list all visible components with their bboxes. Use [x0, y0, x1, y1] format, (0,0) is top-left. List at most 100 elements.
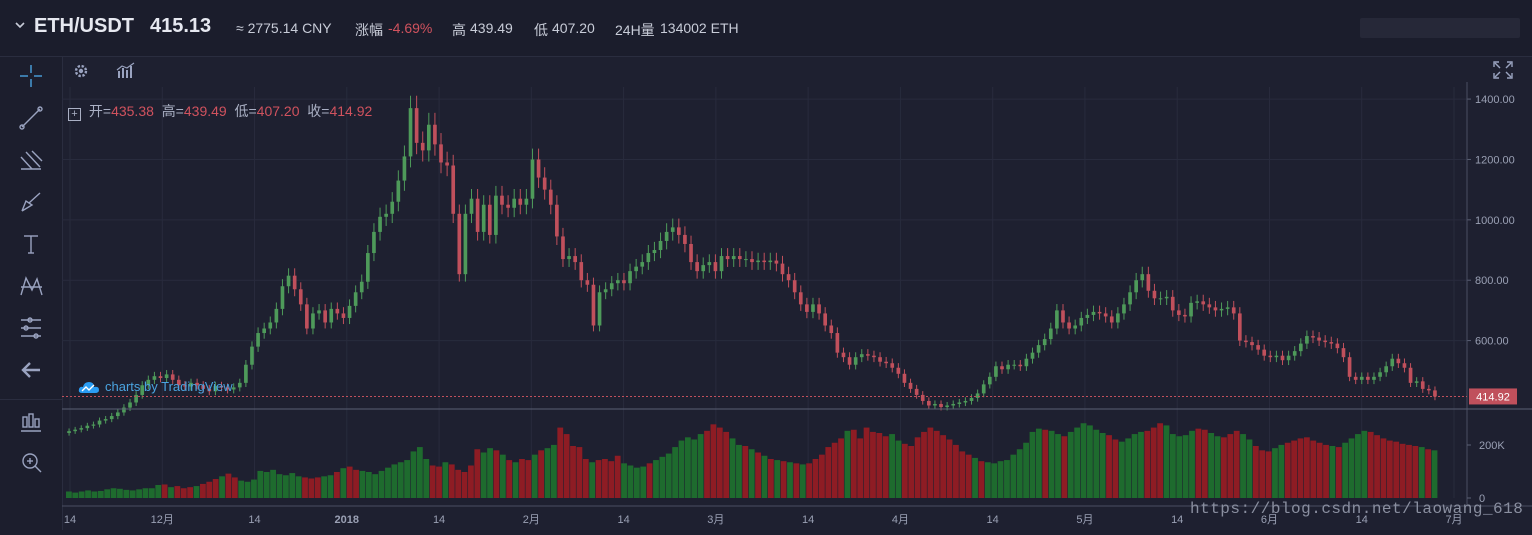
- volume-bar: [1329, 445, 1336, 498]
- volume-bar: [1355, 434, 1361, 498]
- high-value: 439.49: [470, 20, 513, 36]
- candle-body: [176, 379, 181, 386]
- volume-bar: [723, 431, 730, 498]
- candle-body: [1305, 336, 1309, 344]
- candle-body: [140, 385, 145, 395]
- brush-icon: [21, 192, 41, 212]
- candle-body: [1128, 292, 1132, 305]
- fullscreen-icon[interactable]: [1492, 60, 1514, 80]
- volume-bar: [340, 468, 347, 498]
- candle-body: [384, 213, 388, 217]
- candle-body: [329, 308, 334, 323]
- candle-body: [219, 385, 224, 388]
- candle-body: [981, 384, 986, 394]
- candle-body: [933, 403, 937, 406]
- ticker-header: ETH/USDT 415.13 ≈ 2775.14 CNY 涨幅 -4.69% …: [0, 0, 1532, 57]
- text-tool[interactable]: [14, 229, 48, 259]
- brush-tool[interactable]: [14, 187, 48, 217]
- candle-body: [158, 376, 163, 379]
- candle-body: [884, 361, 888, 364]
- candle-body: [1341, 348, 1346, 358]
- candle-body: [561, 236, 565, 260]
- drawing-toolbar: [0, 57, 63, 530]
- volume-bar: [544, 448, 551, 498]
- candle-body: [250, 346, 254, 365]
- candle-body: [780, 263, 785, 275]
- crosshair-icon: [20, 65, 42, 87]
- x-tick-label: 14: [987, 514, 999, 526]
- indicators-icon[interactable]: [116, 62, 136, 80]
- volume-bar: [589, 462, 596, 498]
- volume-bar: [1118, 441, 1125, 498]
- volume-bar: [933, 430, 940, 498]
- volume-bar: [148, 488, 155, 498]
- last-price-label: 414.92: [1476, 391, 1510, 403]
- candle-body: [359, 281, 364, 293]
- candle-body: [128, 402, 132, 408]
- low-value: 407.20: [256, 103, 300, 119]
- volume-bar: [410, 451, 417, 498]
- volume-bar: [251, 479, 257, 498]
- pitchfork-tool[interactable]: [14, 145, 48, 175]
- candle-body: [195, 382, 199, 386]
- volume-bar: [831, 442, 838, 498]
- candle-body: [244, 364, 248, 383]
- candle-body: [1042, 339, 1047, 346]
- volume-bar: [487, 448, 493, 498]
- volume-bar: [1093, 429, 1100, 498]
- candle-body: [1183, 314, 1187, 317]
- volume-bar: [1125, 438, 1132, 498]
- volume-bar: [1055, 434, 1061, 498]
- pattern-tool[interactable]: [14, 271, 48, 301]
- volume-bar: [104, 489, 111, 498]
- chart-area[interactable]: 14 12月 14 2018 14 2月 14 3月 14 4月 14 5月 14 6月 14 7月 1400.…: [62, 57, 1532, 530]
- trend-line-tool[interactable]: [14, 103, 48, 133]
- volume-bar: [193, 486, 200, 498]
- tradingview-branding[interactable]: charts by TradingView: [78, 379, 233, 394]
- account-area[interactable]: [1360, 18, 1520, 38]
- pattern-icon: [20, 276, 43, 296]
- candle-body: [494, 195, 498, 235]
- candle-body: [378, 216, 382, 232]
- volume-bar: [461, 471, 468, 498]
- crosshair-tool[interactable]: [14, 61, 48, 91]
- back-tool[interactable]: [14, 355, 48, 385]
- settings-gear-icon[interactable]: [72, 62, 90, 80]
- volume-bar: [1163, 425, 1170, 498]
- candle-body: [963, 400, 968, 403]
- candle-body: [1079, 317, 1084, 326]
- bar-style-tool[interactable]: [14, 407, 48, 437]
- candle-body: [701, 265, 706, 272]
- price-chart[interactable]: 14 12月 14 2018 14 2月 14 3月 14 4月 14 5月 14 6月 14 7月 1400.…: [62, 57, 1532, 530]
- cny-price: ≈ 2775.14 CNY: [236, 20, 332, 36]
- volume-bar: [710, 424, 717, 498]
- candle-body: [1323, 340, 1328, 343]
- candle-body: [969, 397, 974, 401]
- high-label: 高: [452, 22, 466, 38]
- volume-bar: [391, 464, 398, 498]
- volume-bar: [244, 481, 251, 498]
- candle-body: [1201, 301, 1206, 305]
- fib-tool[interactable]: [14, 313, 48, 343]
- volume-bar: [819, 454, 825, 498]
- volume-bar: [946, 439, 953, 498]
- candle-body: [311, 313, 315, 329]
- volume-bar: [397, 462, 404, 498]
- candle-body: [372, 231, 376, 254]
- x-tick-label: 6月: [1261, 514, 1278, 526]
- volume-bar: [1418, 447, 1425, 498]
- symbol-title[interactable]: ETH/USDT: [34, 15, 134, 37]
- legend-toggle-icon[interactable]: +: [68, 108, 81, 121]
- volume-bar: [767, 458, 774, 498]
- candle-body: [628, 271, 632, 284]
- candle-body: [1030, 352, 1035, 359]
- volume-bar: [314, 477, 321, 498]
- chevron-down-icon[interactable]: [13, 18, 27, 32]
- candle-body: [1073, 325, 1078, 329]
- volume-bar: [97, 490, 104, 498]
- candle-body: [823, 313, 828, 326]
- fib-icon: [21, 317, 41, 339]
- zoom-tool[interactable]: [14, 447, 48, 477]
- low-label: 低=: [234, 103, 257, 119]
- candle-body: [719, 256, 724, 272]
